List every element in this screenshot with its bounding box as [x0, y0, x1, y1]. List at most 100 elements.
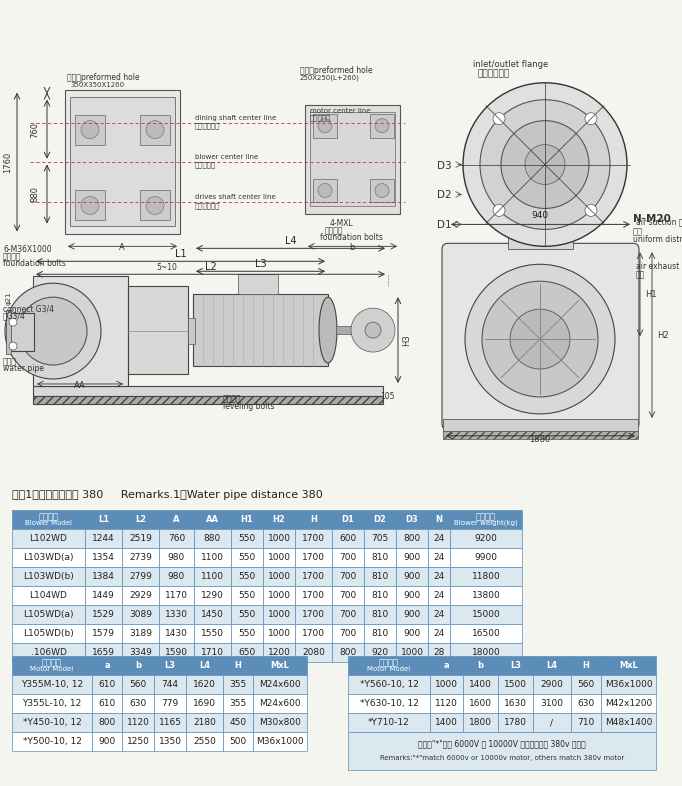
Text: 900: 900: [403, 591, 421, 600]
Bar: [154, 656, 186, 675]
Bar: [92, 656, 122, 675]
Text: 900: 900: [403, 553, 421, 562]
Circle shape: [585, 204, 597, 216]
Bar: [498, 713, 533, 732]
Text: 1100: 1100: [201, 572, 224, 581]
Text: 1450: 1450: [201, 610, 224, 619]
Bar: [12, 510, 85, 529]
Text: *Y560-10, 12: *Y560-10, 12: [359, 680, 419, 689]
Text: 从动轴中心线: 从动轴中心线: [195, 203, 220, 209]
Bar: [92, 694, 122, 713]
Bar: [159, 605, 194, 624]
Bar: [498, 694, 533, 713]
Text: 调整垫铁: 调整垫铁: [223, 394, 241, 403]
Bar: [92, 732, 122, 751]
Bar: [159, 529, 194, 548]
Bar: [428, 529, 450, 548]
Text: *Y710-12: *Y710-12: [368, 718, 410, 727]
Text: 630: 630: [130, 699, 147, 708]
Bar: [263, 605, 295, 624]
Text: 1244: 1244: [92, 534, 115, 543]
Text: 1000: 1000: [400, 648, 424, 657]
Text: 2739: 2739: [129, 553, 152, 562]
Text: 1165: 1165: [158, 718, 181, 727]
Text: M36x1000: M36x1000: [605, 680, 652, 689]
Text: *Y450-10, 12: *Y450-10, 12: [23, 718, 81, 727]
Text: H2: H2: [273, 515, 285, 524]
Bar: [364, 643, 396, 662]
Bar: [194, 529, 231, 548]
Bar: [463, 656, 498, 675]
Text: 13800: 13800: [472, 591, 501, 600]
Text: D3: D3: [437, 160, 451, 171]
Text: 980: 980: [168, 572, 185, 581]
Text: 700: 700: [340, 553, 357, 562]
Text: 电机型号: 电机型号: [379, 658, 399, 667]
Circle shape: [365, 322, 381, 338]
Text: L2: L2: [205, 263, 216, 272]
Bar: [122, 529, 159, 548]
Text: 18000: 18000: [472, 648, 501, 657]
Text: 1000: 1000: [267, 534, 291, 543]
Bar: [186, 732, 223, 751]
Text: 980: 980: [168, 553, 185, 562]
Text: 1170: 1170: [165, 591, 188, 600]
Text: 1330: 1330: [165, 610, 188, 619]
Bar: [253, 656, 307, 675]
Text: 1529: 1529: [92, 610, 115, 619]
Circle shape: [5, 283, 101, 379]
Circle shape: [375, 119, 389, 133]
Bar: [194, 586, 231, 605]
Text: L4: L4: [546, 661, 558, 670]
Bar: [122, 675, 154, 694]
Text: 24: 24: [433, 553, 445, 562]
Bar: [503, 224, 578, 233]
Bar: [231, 510, 263, 529]
Bar: [450, 510, 522, 529]
Bar: [450, 586, 522, 605]
Text: 6-M36X1000: 6-M36X1000: [3, 245, 52, 255]
Text: 1354: 1354: [92, 553, 115, 562]
Text: 250X250(L+260): 250X250(L+260): [300, 75, 360, 81]
Circle shape: [146, 121, 164, 138]
Bar: [92, 713, 122, 732]
Text: φ21: φ21: [6, 292, 12, 305]
Bar: [533, 713, 571, 732]
Text: 1120: 1120: [435, 699, 458, 708]
Text: 3189: 3189: [129, 629, 152, 638]
Bar: [428, 567, 450, 586]
Bar: [186, 713, 223, 732]
Circle shape: [81, 196, 99, 215]
Ellipse shape: [319, 297, 337, 363]
Text: 779: 779: [162, 699, 179, 708]
Text: 1500: 1500: [504, 680, 527, 689]
Text: L103WD(a): L103WD(a): [23, 553, 74, 562]
Bar: [194, 510, 231, 529]
Bar: [188, 318, 195, 344]
Text: 进出风口法兰: 进出风口法兰: [477, 70, 509, 79]
Text: 550: 550: [239, 572, 256, 581]
Bar: [186, 694, 223, 713]
Text: 排气: 排气: [636, 270, 645, 279]
Bar: [571, 675, 601, 694]
Bar: [122, 732, 154, 751]
Text: 2900: 2900: [541, 680, 563, 689]
Text: drives shaft center line: drives shaft center line: [195, 194, 276, 200]
Text: 1700: 1700: [302, 629, 325, 638]
Text: 900: 900: [403, 610, 421, 619]
Bar: [85, 529, 122, 548]
Bar: [194, 548, 231, 567]
Text: 24: 24: [433, 534, 445, 543]
Text: H: H: [310, 515, 317, 524]
Text: 1430: 1430: [165, 629, 188, 638]
Text: D1: D1: [437, 220, 451, 230]
Text: 744: 744: [162, 680, 179, 689]
Text: b: b: [349, 244, 355, 252]
Circle shape: [463, 83, 627, 246]
Bar: [70, 97, 175, 226]
Bar: [571, 713, 601, 732]
Text: blower center line: blower center line: [195, 153, 258, 160]
Text: 550: 550: [239, 534, 256, 543]
Bar: [12, 713, 92, 732]
Bar: [33, 276, 128, 386]
